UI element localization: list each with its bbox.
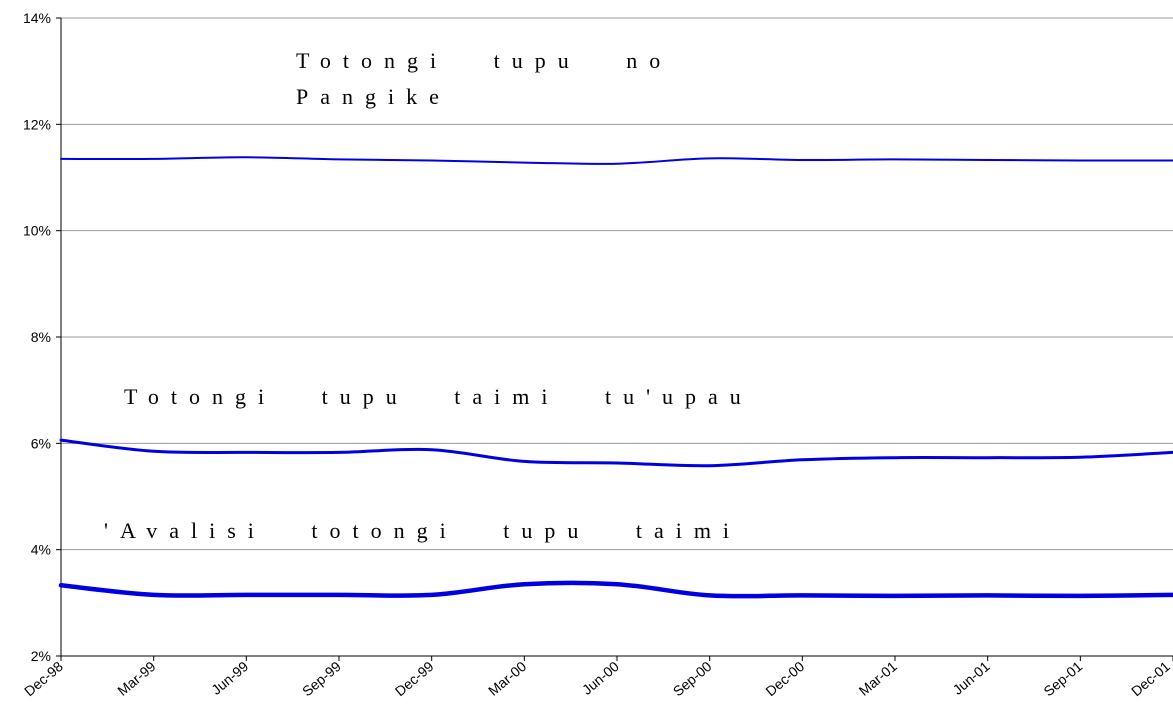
y-tick-label: 8% bbox=[31, 329, 51, 345]
x-tick-label: Jun-99 bbox=[208, 658, 251, 698]
x-tick-label: Jun-01 bbox=[950, 658, 993, 698]
x-tick-label: Mar-00 bbox=[485, 658, 529, 699]
series-label: Pangike bbox=[296, 84, 451, 109]
y-tick-label: 4% bbox=[31, 542, 51, 558]
x-tick-label: Mar-01 bbox=[856, 658, 900, 699]
x-tick-label: Dec-01 bbox=[1128, 658, 1173, 699]
x-tick-label: Dec-99 bbox=[392, 658, 437, 699]
x-tick-label: Dec-98 bbox=[21, 658, 66, 699]
y-tick-label: 14% bbox=[23, 10, 51, 26]
series-label: Totongi tupu no bbox=[296, 48, 672, 73]
x-tick-label: Jun-00 bbox=[579, 658, 622, 698]
series-line bbox=[59, 438, 1173, 468]
y-tick-label: 12% bbox=[23, 116, 51, 132]
x-tick-label: Mar-99 bbox=[114, 658, 158, 699]
series-line bbox=[58, 580, 1173, 599]
x-tick-label: Sep-00 bbox=[670, 658, 715, 699]
series-line bbox=[60, 156, 1173, 165]
y-tick-label: 10% bbox=[23, 223, 51, 239]
y-tick-label: 2% bbox=[31, 648, 51, 664]
x-tick-label: Sep-99 bbox=[299, 658, 344, 699]
x-tick-label: Dec-00 bbox=[762, 658, 807, 699]
series-label: Totongi tupu taimi tu'upau bbox=[124, 384, 753, 409]
series-label: 'Avalisi totongi tupu taimi bbox=[104, 518, 741, 543]
y-tick-label: 6% bbox=[31, 435, 51, 451]
x-tick-label: Sep-01 bbox=[1040, 658, 1085, 699]
